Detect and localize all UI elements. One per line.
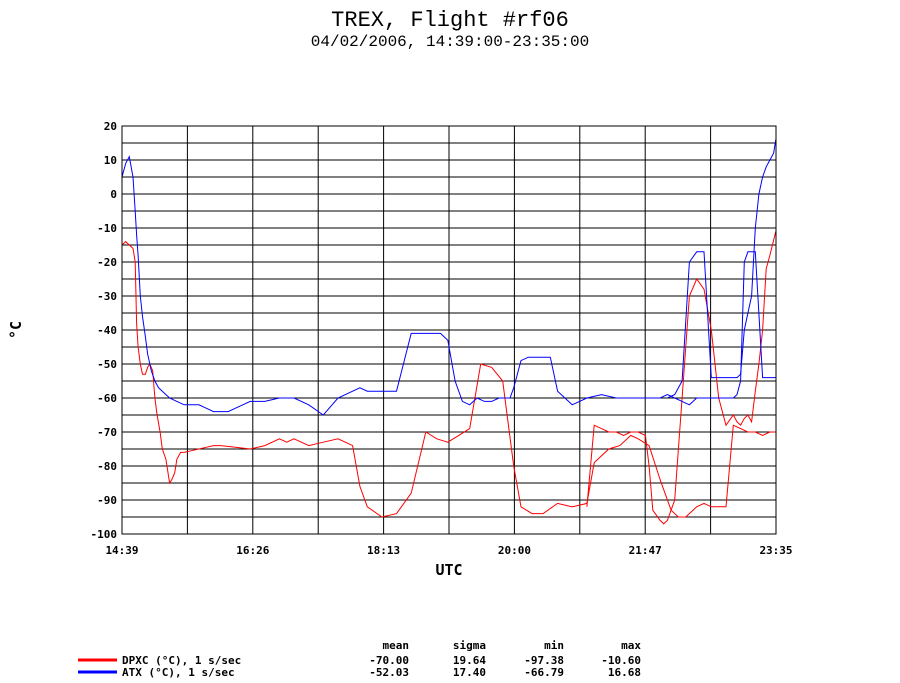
x-tick-label: 21:47 <box>629 544 662 557</box>
legend-label-atx: ATX (°C), 1 s/sec <box>122 666 235 679</box>
y-tick-label: -90 <box>97 494 117 507</box>
y-tick-label: -30 <box>97 290 117 303</box>
chart-subtitle: 04/02/2006, 14:39:00-23:35:00 <box>311 33 589 51</box>
legend-label-dpxc: DPXC (°C), 1 s/sec <box>122 654 241 667</box>
y-tick-label: 10 <box>104 154 117 167</box>
y-tick-label: -100 <box>91 528 118 541</box>
stat-atx-mean: -52.03 <box>369 666 409 679</box>
y-tick-label: -60 <box>97 392 117 405</box>
y-tick-label: -70 <box>97 426 117 439</box>
y-tick-label: -20 <box>97 256 117 269</box>
stats-header-sigma: sigma <box>453 639 486 652</box>
chart-title: TREX, Flight #rf06 <box>331 8 569 33</box>
x-tick-label: 23:35 <box>759 544 792 557</box>
stat-dpxc-max: -10.60 <box>601 654 641 667</box>
stat-dpxc-mean: -70.00 <box>369 654 409 667</box>
series-line-atx <box>667 139 777 399</box>
stats-header-min: min <box>544 639 564 652</box>
y-tick-label: 20 <box>104 120 117 133</box>
x-tick-label: 20:00 <box>498 544 531 557</box>
x-axis-label: UTC <box>435 561 462 579</box>
x-tick-labels: 14:39 16:26 18:13 20:00 21:47 23:35 <box>105 544 792 557</box>
stat-atx-min: -66.79 <box>524 666 564 679</box>
x-tick-label: 18:13 <box>367 544 400 557</box>
series-line-dpxc <box>121 240 776 518</box>
y-tick-label: -80 <box>97 460 117 473</box>
stats-header-mean: mean <box>383 639 410 652</box>
series-line-dpxc <box>586 231 777 525</box>
y-axis-label: °C <box>7 321 25 339</box>
stat-atx-sigma: 17.40 <box>453 666 486 679</box>
stats-header-max: max <box>621 639 641 652</box>
y-tick-label: 0 <box>110 188 117 201</box>
stats-table: mean sigma min max DPXC (°C), 1 s/sec -7… <box>78 639 641 679</box>
grid <box>122 125 776 535</box>
series-line-atx <box>121 155 776 416</box>
stat-atx-max: 16.68 <box>608 666 641 679</box>
x-tick-label: 16:26 <box>236 544 269 557</box>
y-tick-label: -40 <box>97 324 117 337</box>
series-lines <box>121 139 777 525</box>
plot-frame <box>121 125 777 535</box>
y-tick-label: -10 <box>97 222 117 235</box>
stat-dpxc-min: -97.38 <box>524 654 564 667</box>
stat-dpxc-sigma: 19.64 <box>453 654 486 667</box>
x-tick-label: 14:39 <box>105 544 138 557</box>
y-tick-label: -50 <box>97 358 117 371</box>
